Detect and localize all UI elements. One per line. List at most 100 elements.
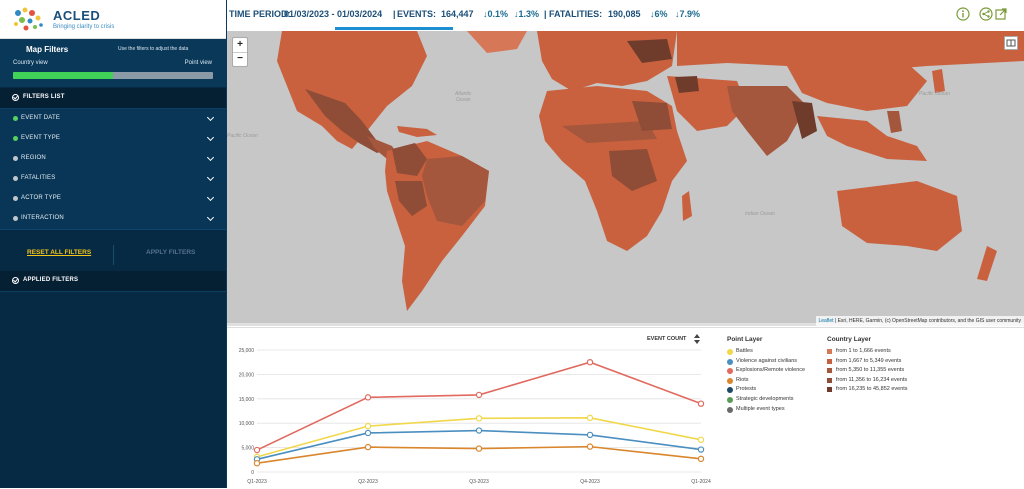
filter-row-event-type[interactable]: EVENT TYPE bbox=[0, 129, 226, 150]
data-point bbox=[698, 456, 703, 461]
filter-row-fatalities[interactable]: FATALITIES bbox=[0, 169, 226, 190]
point-legend-item[interactable]: Violence against civilians bbox=[727, 358, 805, 368]
data-point bbox=[365, 430, 370, 435]
data-point bbox=[698, 401, 703, 406]
legend-swatch bbox=[727, 368, 733, 374]
x-tick-label: Q3-2023 bbox=[469, 479, 489, 485]
point-legend-item[interactable]: Explosions/Remote violence bbox=[727, 367, 805, 377]
info-icon[interactable] bbox=[956, 7, 970, 21]
series-line bbox=[257, 362, 701, 450]
ocean-label-indian: Indian Ocean bbox=[745, 211, 775, 217]
chevron-down-icon[interactable] bbox=[207, 134, 214, 141]
export-icon[interactable] bbox=[994, 7, 1008, 21]
time-period-value[interactable]: 01/03/2023 - 01/03/2024 bbox=[284, 9, 382, 19]
sort-icon[interactable] bbox=[694, 334, 700, 344]
data-point bbox=[476, 416, 481, 421]
map-attribution: Leaflet | Esri, HERE, Garmin, (c) OpenSt… bbox=[816, 316, 1024, 326]
filter-status-dot-icon bbox=[13, 176, 18, 181]
filter-label: ACTOR TYPE bbox=[21, 195, 61, 201]
choropleth-layer bbox=[227, 31, 1024, 326]
leaflet-link[interactable]: Leaflet bbox=[819, 318, 834, 324]
filter-label: INTERACTION bbox=[21, 215, 64, 221]
data-point bbox=[476, 446, 481, 451]
map-filters-panel: Map Filters Use the filters to adjust th… bbox=[0, 39, 226, 87]
map-filters-hint: Use the filters to adjust the data bbox=[118, 46, 188, 52]
legend-swatch bbox=[727, 387, 733, 393]
chevron-down-icon[interactable] bbox=[207, 174, 214, 181]
filter-label: REGION bbox=[21, 155, 46, 161]
point-view-label: Point view bbox=[185, 60, 212, 66]
x-tick-label: Q4-2023 bbox=[580, 479, 600, 485]
filter-label: EVENT DATE bbox=[21, 115, 60, 121]
series-line bbox=[257, 431, 701, 460]
attribution-text: | Esri, HERE, Garmin, (c) OpenStreetMap … bbox=[834, 318, 1021, 324]
fatalities-label: FATALITIES: bbox=[549, 9, 602, 19]
chevron-down-icon[interactable] bbox=[207, 114, 214, 121]
legend-label: from 5,350 to 11,355 events bbox=[836, 367, 904, 373]
filter-row-actor-type[interactable]: ACTOR TYPE bbox=[0, 189, 226, 210]
country-layer-title: Country Layer bbox=[827, 336, 908, 343]
caribbean-shape bbox=[397, 126, 437, 137]
country-legend-item: from 1 to 1,666 events bbox=[827, 348, 908, 358]
data-point bbox=[476, 428, 481, 433]
layers-icon[interactable] bbox=[1004, 36, 1018, 50]
zoom-in-button[interactable]: + bbox=[233, 38, 247, 53]
check-circle-icon bbox=[12, 94, 19, 101]
point-legend-item[interactable]: Strategic developments bbox=[727, 396, 805, 406]
filters-list-label: FILTERS LIST bbox=[23, 94, 65, 100]
ocean-label-pacific-west: Pacific Ocean bbox=[227, 133, 258, 139]
x-tick-label: Q1-2023 bbox=[247, 479, 267, 485]
filter-row-event-date[interactable]: EVENT DATE bbox=[0, 109, 226, 130]
sea-shape bbox=[817, 116, 927, 161]
legend-swatch bbox=[827, 359, 832, 364]
fatalities-delta-1: ↓6% bbox=[650, 9, 668, 19]
point-legend-item[interactable]: Multiple event types bbox=[727, 406, 805, 416]
syria-shape bbox=[675, 76, 699, 93]
chevron-down-icon[interactable] bbox=[207, 194, 214, 201]
point-legend-item[interactable]: Riots bbox=[727, 377, 805, 387]
filter-status-dot-icon bbox=[13, 196, 18, 201]
country-legend-item: from 11,356 to 16,234 events bbox=[827, 377, 908, 387]
chevron-down-icon[interactable] bbox=[207, 214, 214, 221]
apply-filters-button[interactable]: APPLY FILTERS bbox=[146, 249, 195, 256]
y-tick-label: 15,000 bbox=[239, 397, 255, 403]
chevron-down-icon[interactable] bbox=[207, 154, 214, 161]
legend-swatch bbox=[727, 378, 733, 384]
world-map[interactable]: + − Atlantic Ocean Pacific Ocean Pacific… bbox=[227, 31, 1024, 326]
share-icon[interactable] bbox=[979, 7, 993, 21]
zoom-out-button[interactable]: − bbox=[233, 52, 247, 66]
filter-label: FATALITIES bbox=[21, 175, 55, 181]
filters-list-header[interactable]: FILTERS LIST bbox=[0, 88, 226, 109]
point-legend-item[interactable]: Protests bbox=[727, 386, 805, 396]
filter-row-interaction[interactable]: INTERACTION bbox=[0, 209, 226, 230]
map-filters-title: Map Filters bbox=[26, 45, 68, 54]
ocean-label-pacific-east: Pacific Ocean bbox=[919, 91, 950, 97]
data-point bbox=[587, 432, 592, 437]
point-legend-item[interactable]: Battles bbox=[727, 348, 805, 358]
brand-header: ACLED Bringing clarity to crisis bbox=[0, 0, 226, 39]
filter-status-dot-icon bbox=[13, 156, 18, 161]
event-count-label: EVENT COUNT bbox=[647, 336, 686, 342]
ocean-label-atlantic: Atlantic Ocean bbox=[455, 91, 471, 103]
sidebar: ACLED Bringing clarity to crisis Map Fil… bbox=[0, 0, 227, 488]
legend-label: Explosions/Remote violence bbox=[736, 367, 805, 373]
country-layer-legend: Country Layer from 1 to 1,666 events from… bbox=[827, 336, 908, 396]
applied-filters-header[interactable]: APPLIED FILTERS bbox=[0, 271, 226, 292]
view-toggle-slider[interactable] bbox=[13, 72, 213, 79]
data-point bbox=[587, 444, 592, 449]
country-view-label: Country view bbox=[13, 60, 48, 66]
actions-divider bbox=[113, 245, 114, 265]
data-point bbox=[254, 461, 259, 466]
summary-bar: TIME PERIOD: 01/03/2023 - 01/03/2024 | E… bbox=[227, 0, 1024, 30]
data-point bbox=[254, 447, 259, 452]
legend-swatch bbox=[727, 407, 733, 413]
data-point bbox=[587, 415, 592, 420]
filter-row-region[interactable]: REGION bbox=[0, 149, 226, 170]
madagascar-shape bbox=[682, 191, 692, 221]
legend-label: from 11,356 to 16,234 events bbox=[836, 377, 907, 383]
view-slider-fill bbox=[13, 72, 113, 79]
legend-swatch bbox=[727, 397, 733, 403]
reset-all-filters-button[interactable]: RESET ALL FILTERS bbox=[27, 249, 91, 256]
philippines-shape bbox=[887, 111, 902, 133]
